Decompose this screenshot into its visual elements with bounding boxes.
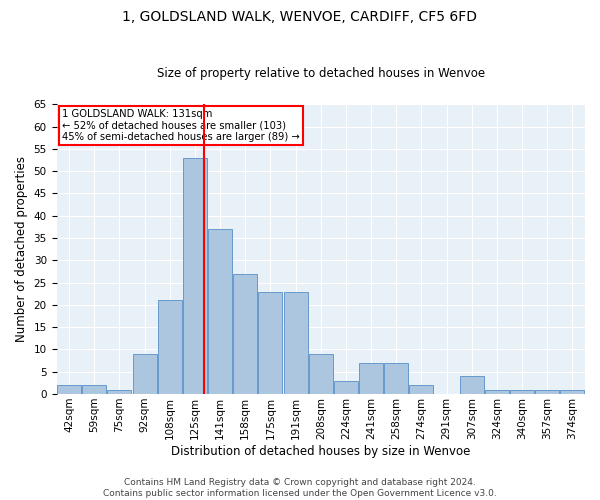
Bar [233,274,257,394]
Bar [133,354,157,394]
X-axis label: Distribution of detached houses by size in Wenvoe: Distribution of detached houses by size … [171,444,470,458]
Bar [107,390,131,394]
Bar [359,363,383,394]
Bar [334,380,358,394]
Bar [158,300,182,394]
Bar [535,390,559,394]
Bar [208,229,232,394]
Bar [284,292,308,394]
Bar [460,376,484,394]
Title: Size of property relative to detached houses in Wenvoe: Size of property relative to detached ho… [157,66,485,80]
Bar [259,292,283,394]
Bar [309,354,333,394]
Text: Contains HM Land Registry data © Crown copyright and database right 2024.
Contai: Contains HM Land Registry data © Crown c… [103,478,497,498]
Y-axis label: Number of detached properties: Number of detached properties [15,156,28,342]
Bar [409,385,433,394]
Bar [485,390,509,394]
Text: 1 GOLDSLAND WALK: 131sqm
← 52% of detached houses are smaller (103)
45% of semi-: 1 GOLDSLAND WALK: 131sqm ← 52% of detach… [62,108,299,142]
Bar [385,363,408,394]
Bar [183,158,207,394]
Bar [57,385,81,394]
Bar [82,385,106,394]
Bar [510,390,534,394]
Bar [560,390,584,394]
Text: 1, GOLDSLAND WALK, WENVOE, CARDIFF, CF5 6FD: 1, GOLDSLAND WALK, WENVOE, CARDIFF, CF5 … [122,10,478,24]
